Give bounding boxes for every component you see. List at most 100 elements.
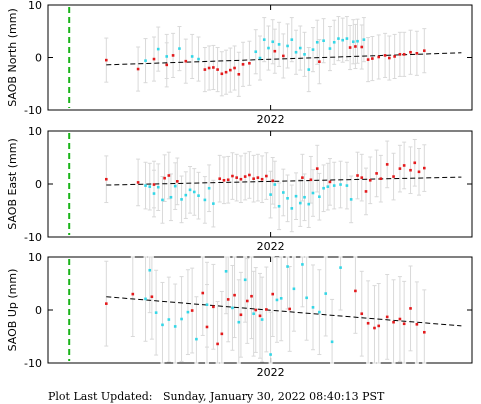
- data-point-red: [364, 190, 368, 193]
- data-point-red: [260, 177, 264, 181]
- y-tick-label: 0: [35, 178, 42, 191]
- data-point-red: [371, 57, 374, 60]
- data-point-red: [167, 174, 171, 177]
- data-point-cyan: [273, 183, 277, 186]
- data-point-cyan: [161, 198, 164, 202]
- data-point-cyan: [224, 270, 228, 273]
- north-panel: 10 0 -10 2022 SAOB North (mm): [6, 0, 473, 126]
- data-point-red: [383, 54, 387, 57]
- y-tick-label: 10: [28, 0, 42, 12]
- data-point-cyan: [271, 40, 275, 44]
- data-point-red: [402, 53, 406, 56]
- data-point-cyan: [303, 53, 306, 56]
- data-point-cyan: [305, 296, 308, 300]
- data-point-cyan: [286, 197, 289, 200]
- data-point-red: [392, 175, 395, 178]
- data-point-cyan: [356, 39, 359, 43]
- data-point-red: [226, 298, 230, 301]
- data-point-cyan: [362, 38, 366, 41]
- data-point-cyan: [307, 68, 311, 71]
- data-point-cyan: [345, 184, 349, 187]
- x-tick-label: 2022: [257, 366, 285, 379]
- data-point-red: [220, 72, 224, 76]
- data-point-cyan: [161, 323, 164, 327]
- data-point-cyan: [311, 191, 315, 195]
- data-point-cyan: [188, 188, 192, 192]
- data-point-cyan: [277, 204, 281, 208]
- data-point-red: [409, 307, 412, 310]
- data-point-red: [402, 322, 406, 326]
- data-point-cyan: [269, 193, 272, 196]
- data-point-cyan: [339, 183, 342, 186]
- data-point-red: [222, 178, 226, 182]
- data-point-cyan: [298, 201, 302, 205]
- data-point-red: [271, 179, 275, 183]
- data-point-cyan: [167, 318, 171, 321]
- y-tick-label: -10: [24, 231, 42, 244]
- data-point-red: [229, 68, 232, 72]
- data-point-red: [207, 66, 211, 70]
- data-point-red: [273, 49, 277, 53]
- data-point-cyan: [301, 263, 304, 266]
- data-point-red: [309, 178, 313, 182]
- data-point-red: [224, 70, 228, 74]
- data-point-cyan: [307, 202, 311, 206]
- data-point-red: [423, 49, 426, 52]
- data-point-red: [368, 178, 372, 182]
- data-point-red: [271, 292, 275, 296]
- data-point-red: [265, 308, 268, 311]
- data-point-cyan: [315, 40, 319, 44]
- data-point-cyan: [328, 47, 332, 50]
- y-tick-label: -10: [24, 104, 42, 117]
- data-point-cyan: [252, 312, 255, 316]
- data-point-red: [398, 317, 402, 321]
- data-point-red: [248, 61, 251, 65]
- data-point-cyan: [345, 37, 349, 40]
- data-point-red: [201, 291, 205, 295]
- trend-line: [106, 296, 462, 327]
- data-point-cyan: [173, 184, 177, 188]
- data-point-cyan: [195, 337, 198, 341]
- data-point-red: [398, 167, 402, 170]
- data-point-cyan: [144, 184, 147, 187]
- data-point-red: [366, 58, 370, 61]
- data-point-cyan: [243, 278, 247, 282]
- data-point-cyan: [254, 50, 258, 54]
- x-tick-label: 2022: [257, 113, 285, 126]
- y-axis-label: SAOB North (mm): [6, 8, 19, 107]
- data-point-red: [256, 176, 260, 179]
- data-point-cyan: [178, 47, 181, 50]
- data-point-red: [105, 177, 108, 181]
- data-point-red: [377, 324, 381, 328]
- data-point-cyan: [351, 40, 355, 44]
- data-point-red: [254, 308, 258, 312]
- data-point-cyan: [292, 287, 296, 291]
- data-point-red: [423, 330, 426, 334]
- data-point-cyan: [180, 317, 183, 321]
- data-point-red: [205, 325, 209, 329]
- data-point-red: [366, 321, 370, 325]
- data-point-red: [252, 177, 255, 180]
- data-point-cyan: [332, 184, 336, 187]
- east-panel: 10 0 -10 2022 SAOB East (mm): [6, 125, 473, 253]
- y-tick-label: 10: [28, 125, 42, 138]
- data-point-cyan: [260, 318, 264, 321]
- data-point-red: [237, 73, 241, 76]
- data-point-cyan: [165, 55, 169, 58]
- data-point-cyan: [197, 57, 200, 61]
- data-point-red: [398, 53, 402, 56]
- data-point-red: [388, 56, 391, 60]
- data-point-red: [220, 332, 224, 336]
- data-point-red: [241, 63, 245, 66]
- data-point-cyan: [286, 44, 289, 48]
- data-point-red: [328, 180, 332, 184]
- data-point-cyan: [205, 303, 209, 306]
- data-point-red: [216, 68, 219, 71]
- data-point-cyan: [294, 194, 298, 198]
- data-point-red: [248, 173, 251, 177]
- data-point-cyan: [326, 185, 330, 188]
- data-point-cyan: [212, 202, 215, 205]
- plot-frame: [47, 130, 473, 238]
- data-point-cyan: [282, 191, 285, 194]
- data-point-red: [190, 309, 194, 312]
